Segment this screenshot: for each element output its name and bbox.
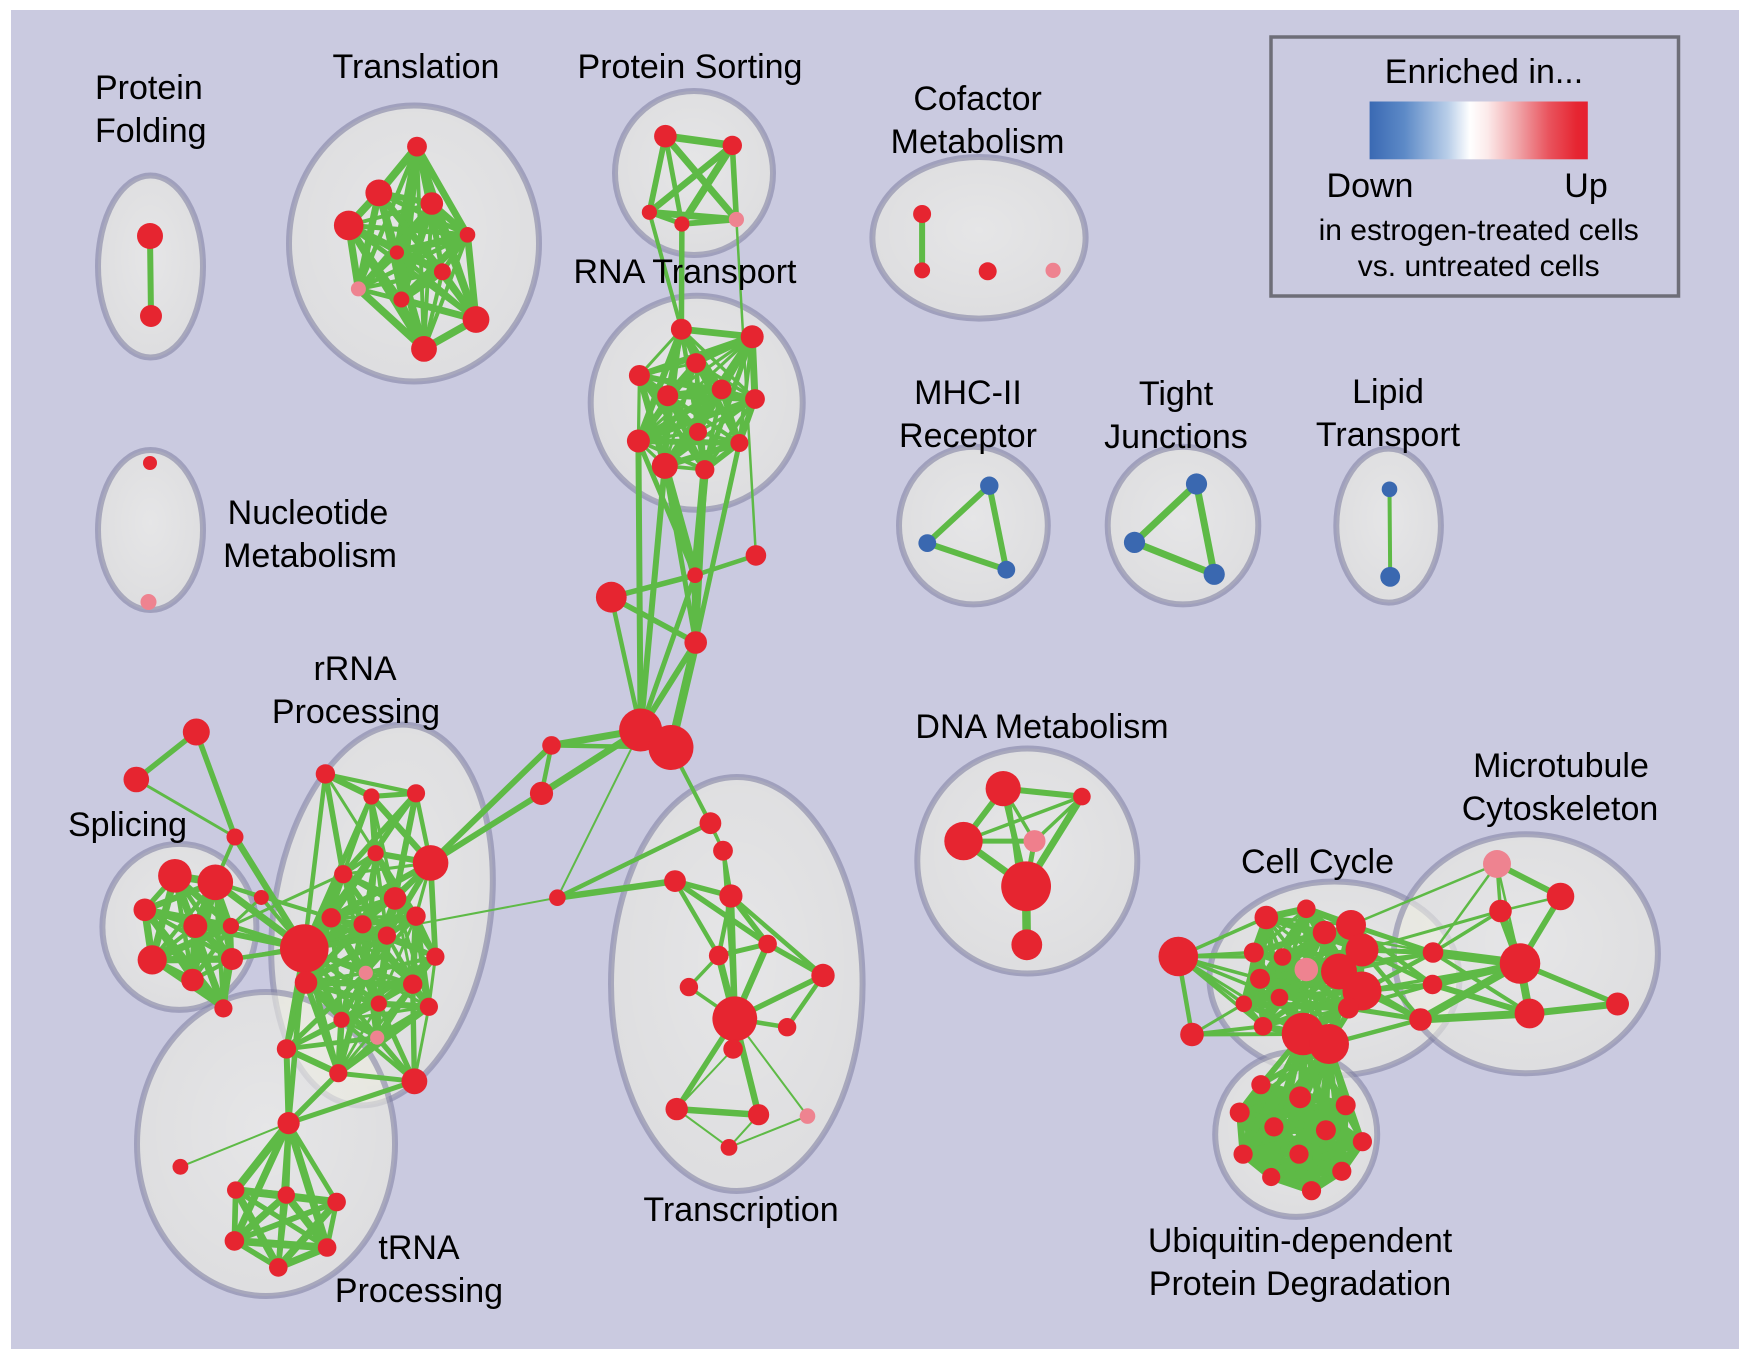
svg-text:in estrogen-treated cells: in estrogen-treated cells	[1319, 214, 1639, 247]
svg-text:Translation: Translation	[333, 48, 500, 86]
svg-text:Folding: Folding	[95, 112, 207, 150]
svg-text:Processing: Processing	[335, 1272, 503, 1310]
svg-text:MHC-II: MHC-II	[914, 374, 1022, 412]
svg-text:Down: Down	[1327, 167, 1414, 205]
svg-text:Enriched in...: Enriched in...	[1385, 53, 1583, 91]
svg-text:Protein Sorting: Protein Sorting	[578, 48, 803, 86]
svg-text:vs. untreated cells: vs. untreated cells	[1358, 250, 1600, 283]
svg-text:Lipid: Lipid	[1352, 373, 1424, 411]
svg-text:rRNA: rRNA	[313, 650, 396, 688]
svg-text:RNA Transport: RNA Transport	[574, 253, 798, 291]
svg-text:Tight: Tight	[1139, 375, 1214, 413]
svg-text:Ubiquitin-dependent: Ubiquitin-dependent	[1148, 1222, 1453, 1260]
svg-text:Splicing: Splicing	[68, 806, 187, 844]
svg-text:Cofactor: Cofactor	[913, 80, 1042, 118]
svg-text:Junctions: Junctions	[1104, 418, 1248, 456]
svg-text:Transport: Transport	[1316, 416, 1461, 454]
svg-text:Cytoskeleton: Cytoskeleton	[1462, 790, 1659, 828]
svg-text:Protein: Protein	[95, 69, 203, 107]
svg-text:Cell Cycle: Cell Cycle	[1241, 843, 1394, 881]
svg-text:Processing: Processing	[272, 693, 440, 731]
svg-text:Up: Up	[1564, 167, 1607, 205]
svg-text:DNA Metabolism: DNA Metabolism	[915, 708, 1168, 746]
svg-text:Transcription: Transcription	[643, 1191, 838, 1229]
svg-text:Nucleotide: Nucleotide	[228, 494, 389, 532]
svg-text:Metabolism: Metabolism	[891, 123, 1065, 161]
svg-text:Receptor: Receptor	[899, 417, 1037, 455]
svg-text:tRNA: tRNA	[378, 1229, 460, 1267]
svg-text:Protein Degradation: Protein Degradation	[1149, 1265, 1451, 1303]
svg-text:Microtubule: Microtubule	[1473, 747, 1649, 785]
svg-text:Metabolism: Metabolism	[223, 537, 397, 575]
